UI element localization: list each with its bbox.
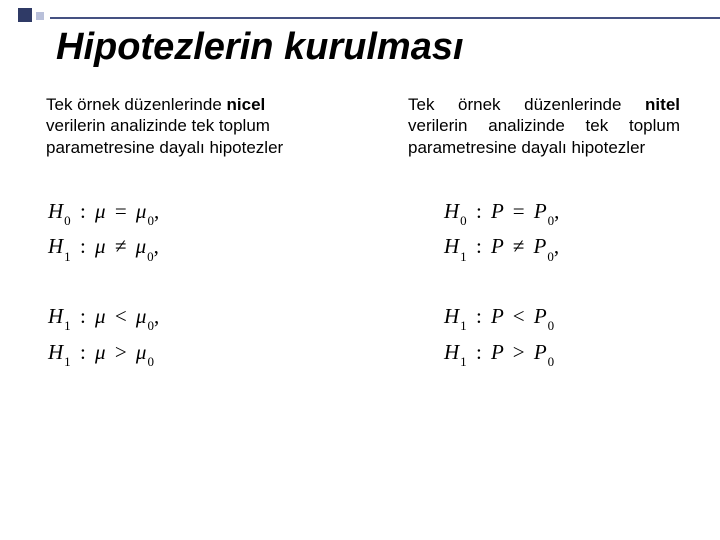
left-eq-block-1: H0 : μ = μ0, H1 : μ ≠ μ0, — [46, 194, 318, 265]
rhs: μ — [136, 234, 147, 258]
colon: : — [472, 234, 486, 258]
rhs-sub: 0 — [146, 354, 154, 369]
rhs: μ — [136, 199, 147, 223]
tail: , — [154, 234, 159, 258]
left-column: Tek örnek düzenlerinde nicel verilerin a… — [46, 94, 318, 370]
equation-row: H1 : P > P0 — [444, 335, 680, 371]
left-intro: Tek örnek düzenlerinde nicel verilerin a… — [46, 94, 318, 158]
tail: , — [554, 199, 559, 223]
rhs: P — [534, 304, 547, 328]
right-intro-pre: Tek örnek düzenlerinde — [408, 95, 645, 114]
hyp-symbol: H — [444, 234, 459, 258]
colon: : — [472, 199, 486, 223]
left-intro-bold: nicel — [227, 95, 266, 114]
right-intro-post: verilerin analizinde tek toplum parametr… — [408, 116, 680, 156]
hyp-sub: 1 — [459, 318, 467, 333]
colon: : — [76, 340, 90, 364]
colon: : — [76, 234, 90, 258]
tail: , — [154, 304, 159, 328]
rhs: P — [534, 234, 547, 258]
hyp-sub: 1 — [63, 354, 71, 369]
equation-row: H0 : P = P0, — [444, 194, 680, 230]
rhs-sub: 0 — [547, 318, 555, 333]
right-eq-block-2: H1 : P < P0 H1 : P > P0 — [408, 299, 680, 370]
lhs: P — [491, 234, 503, 258]
rhs-sub: 0 — [146, 213, 154, 228]
equation-row: H0 : μ = μ0, — [48, 194, 318, 230]
hyp-sub: 1 — [459, 249, 467, 264]
op: < — [111, 304, 131, 328]
right-intro: Tek örnek düzenlerinde nitel verilerin a… — [408, 94, 680, 158]
rhs-sub: 0 — [146, 249, 154, 264]
right-column: Tek örnek düzenlerinde nitel verilerin a… — [408, 94, 680, 370]
hyp-sub: 0 — [459, 213, 467, 228]
accent-rule — [50, 17, 720, 19]
rhs-sub: 0 — [547, 213, 555, 228]
hyp-symbol: H — [48, 234, 63, 258]
rhs-sub: 0 — [146, 318, 154, 333]
lhs: μ — [95, 199, 106, 223]
op: = — [509, 199, 529, 223]
colon: : — [472, 340, 486, 364]
tail: , — [554, 234, 559, 258]
equation-row: H1 : μ ≠ μ0, — [48, 229, 318, 265]
right-intro-bold: nitel — [645, 95, 680, 114]
op: > — [509, 340, 529, 364]
lhs: μ — [95, 304, 106, 328]
op: ≠ — [509, 234, 529, 258]
lhs: P — [491, 199, 503, 223]
right-eq-block-1: H0 : P = P0, H1 : P ≠ P0, — [408, 194, 680, 265]
equation-row: H1 : μ > μ0 — [48, 335, 318, 371]
op: = — [111, 199, 131, 223]
hyp-sub: 0 — [63, 213, 71, 228]
rhs-sub: 0 — [547, 354, 555, 369]
op: > — [111, 340, 131, 364]
colon: : — [472, 304, 486, 328]
accent-square-large — [18, 8, 32, 22]
lhs: μ — [95, 340, 106, 364]
equation-row: H1 : P < P0 — [444, 299, 680, 335]
lhs: μ — [95, 234, 106, 258]
colon: : — [76, 304, 90, 328]
rhs: μ — [136, 340, 147, 364]
lhs: P — [491, 304, 503, 328]
hyp-symbol: H — [48, 304, 63, 328]
rhs-sub: 0 — [546, 249, 554, 264]
left-intro-pre: Tek örnek düzenlerinde — [46, 95, 227, 114]
hyp-symbol: H — [444, 304, 459, 328]
op: ≠ — [111, 234, 131, 258]
colon: : — [76, 199, 90, 223]
hyp-symbol: H — [48, 199, 63, 223]
slide-title: Hipotezlerin kurulması — [56, 26, 464, 69]
hyp-symbol: H — [444, 199, 459, 223]
columns: Tek örnek düzenlerinde nicel verilerin a… — [46, 94, 680, 370]
accent-square-small — [36, 12, 44, 20]
rhs: P — [534, 199, 547, 223]
equation-row: H1 : μ < μ0, — [48, 299, 318, 335]
op: < — [509, 304, 529, 328]
rhs: P — [534, 340, 547, 364]
hyp-symbol: H — [444, 340, 459, 364]
hyp-sub: 1 — [459, 354, 467, 369]
accent-bar — [0, 0, 720, 26]
hyp-symbol: H — [48, 340, 63, 364]
hyp-sub: 1 — [63, 249, 71, 264]
hyp-sub: 1 — [63, 318, 71, 333]
rhs: μ — [136, 304, 147, 328]
equation-row: H1 : P ≠ P0, — [444, 229, 680, 265]
tail: , — [154, 199, 159, 223]
left-eq-block-2: H1 : μ < μ0, H1 : μ > μ0 — [46, 299, 318, 370]
left-intro-post: verilerin analizinde tek toplum parametr… — [46, 116, 283, 156]
lhs: P — [491, 340, 503, 364]
